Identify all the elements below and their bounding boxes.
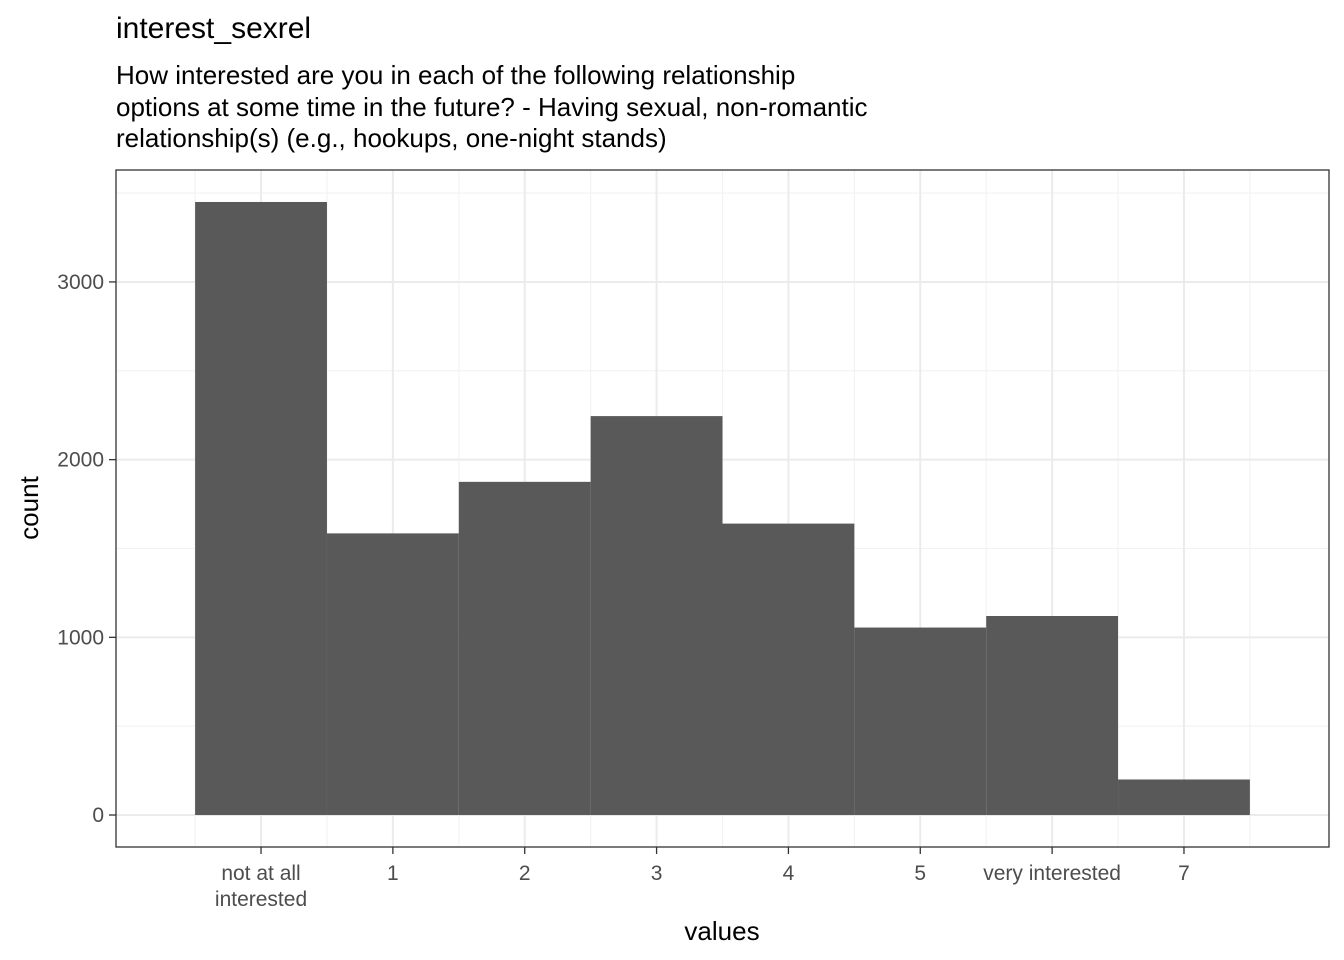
x-tick-label: very interested (983, 862, 1121, 885)
y-tick-label: 0 (92, 804, 104, 827)
chart-subtitle: How interested are you in each of the fo… (116, 60, 1016, 155)
histogram-bar (1118, 779, 1250, 816)
histogram-bar (326, 533, 459, 816)
subtitle-line: How interested are you in each of the fo… (116, 60, 796, 90)
plot-panel-border (115, 169, 1330, 848)
x-tick-label: not at all interested (215, 862, 307, 911)
subtitle-line: relationship(s) (e.g., hookups, one-nigh… (116, 123, 667, 153)
subtitle-line: options at some time in the future? - Ha… (116, 91, 868, 122)
histogram-bar (458, 481, 591, 816)
histogram-bar (590, 416, 723, 816)
x-axis-title: values (684, 916, 759, 946)
x-tick-label: 3 (651, 862, 663, 885)
x-tick-label: 4 (783, 862, 795, 885)
y-tick-label: 2000 (57, 449, 104, 472)
histogram-bar (854, 627, 987, 816)
axes: 0 1000 2000 3000 not at all interested 1 2 3 4 5 ve… (57, 271, 1190, 911)
y-tick-label: 3000 (57, 271, 104, 294)
y-tick-label: 1000 (57, 626, 104, 649)
x-tick-label: 2 (519, 862, 531, 885)
x-tick-label: 1 (387, 862, 399, 885)
histogram-bar (986, 616, 1119, 816)
x-tick-label: 5 (914, 862, 926, 885)
histogram-bar (195, 201, 327, 816)
x-tick-label: 7 (1178, 862, 1190, 885)
chart-title: interest_sexrel (116, 12, 312, 45)
y-axis-title: count (14, 475, 44, 539)
bars (195, 201, 1250, 816)
histogram-bar (722, 523, 855, 816)
